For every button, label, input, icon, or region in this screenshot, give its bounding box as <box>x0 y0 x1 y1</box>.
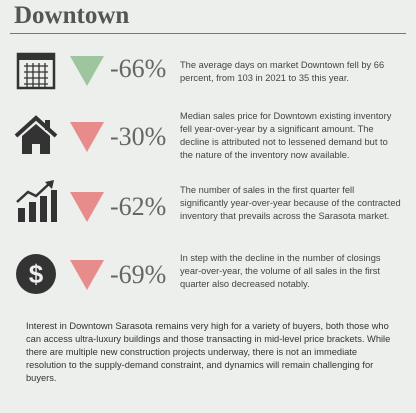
house-icon <box>14 115 58 154</box>
dollar-icon: $ <box>16 254 56 294</box>
description: The number of sales in the first quarter… <box>180 185 401 221</box>
description: In step with the decline in the number o… <box>180 253 381 289</box>
description: Median sales price for Downtown existing… <box>180 111 392 160</box>
summary: Interest in Downtown Sarasota remains ve… <box>26 321 391 383</box>
description: The average days on market Downtown fell… <box>180 60 385 83</box>
change: -62% <box>110 192 167 221</box>
calendar-icon <box>16 52 56 90</box>
change: -30% <box>110 122 167 151</box>
svg-text:$: $ <box>29 259 44 289</box>
growth-icon <box>16 180 57 222</box>
down-arrow <box>70 192 104 222</box>
down-arrow <box>70 122 104 152</box>
title-rule <box>10 33 406 34</box>
change: -66% <box>110 54 167 83</box>
title: Downtown <box>14 2 130 29</box>
change: -69% <box>110 260 167 289</box>
down-arrow <box>70 56 104 86</box>
down-arrow <box>70 260 104 290</box>
